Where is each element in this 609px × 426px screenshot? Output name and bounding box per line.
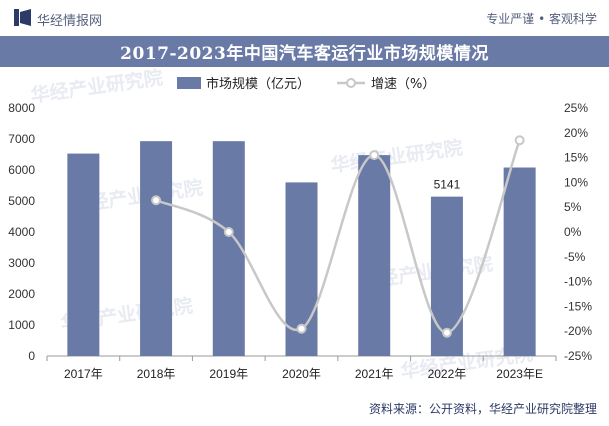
legend-bar-label: 市场规模（亿元） [206, 76, 310, 92]
x-axis-tick-label: 2021年 [355, 367, 394, 381]
growth-point [151, 195, 162, 206]
y-right-tick-label: -20% [564, 324, 592, 338]
y-left-tick-label: 7000 [8, 132, 35, 146]
y-right-tick-label: -25% [564, 349, 592, 363]
y-right-tick-label: -15% [564, 299, 592, 313]
y-right-tick-label: 5% [564, 200, 582, 214]
y-left-tick-label: 5000 [8, 194, 35, 208]
x-axis-tick-label: 2020年 [282, 367, 321, 381]
growth-line [155, 139, 521, 334]
y-right-tick-label: -5% [564, 250, 586, 264]
growth-point [296, 323, 307, 334]
y-right-tick-label: 0% [564, 225, 582, 239]
bar [140, 141, 173, 356]
chart-title: 2017-2023年中国汽车客运行业市场规模情况 [120, 44, 489, 64]
y-right-tick-label: -10% [564, 275, 592, 289]
growth-point [514, 135, 525, 146]
brand-logo-icon [14, 9, 31, 26]
y-left-tick-label: 1000 [8, 318, 35, 332]
legend-bar-swatch [177, 77, 201, 89]
growth-point [369, 150, 380, 161]
data-label: 5141 [434, 178, 461, 192]
title-bar: 2017-2023年中国汽车客运行业市场规模情况 [0, 36, 609, 67]
bar [358, 155, 391, 356]
top-bar: 华经情报网 专业严谨 • 客观科学 [0, 0, 609, 36]
brand-name: 华经情报网 [37, 14, 103, 29]
y-right-tick-label: 10% [564, 175, 588, 189]
bar [67, 153, 100, 356]
x-axis-tick-label: 2022年 [428, 367, 467, 381]
y-left-tick-label: 2000 [8, 287, 35, 301]
bar [503, 167, 536, 356]
growth-point [223, 227, 234, 237]
legend-line-marker [346, 78, 356, 88]
x-axis-tick-label: 2017年 [64, 367, 103, 381]
bar [212, 141, 245, 356]
y-right-tick-label: 15% [564, 151, 588, 165]
growth-point [441, 327, 452, 338]
chart-canvas: 0 1000 2000 3000 4000 5000 6000 7000 8000 -25% -20… [8, 76, 592, 381]
legend-line-label: 增速（%） [371, 77, 435, 92]
y-left-tick-label: 6000 [8, 163, 35, 177]
y-left-tick-label: 3000 [8, 256, 35, 270]
x-axis-tick-label: 2023年E [496, 367, 543, 381]
y-left-tick-label: 8000 [8, 101, 35, 115]
tagline: 专业严谨 • 客观科学 [486, 12, 597, 26]
y-right-tick-label: 25% [564, 101, 588, 115]
source-note: 资料来源：公开资料，华经产业研究院整理 [368, 402, 597, 416]
y-left-tick-label: 4000 [8, 225, 35, 239]
x-axis-tick-label: 2019年 [209, 367, 248, 381]
y-right-tick-label: 20% [564, 126, 588, 140]
x-axis-tick-label: 2018年 [137, 367, 176, 381]
y-left-tick-label: 0 [28, 349, 35, 363]
